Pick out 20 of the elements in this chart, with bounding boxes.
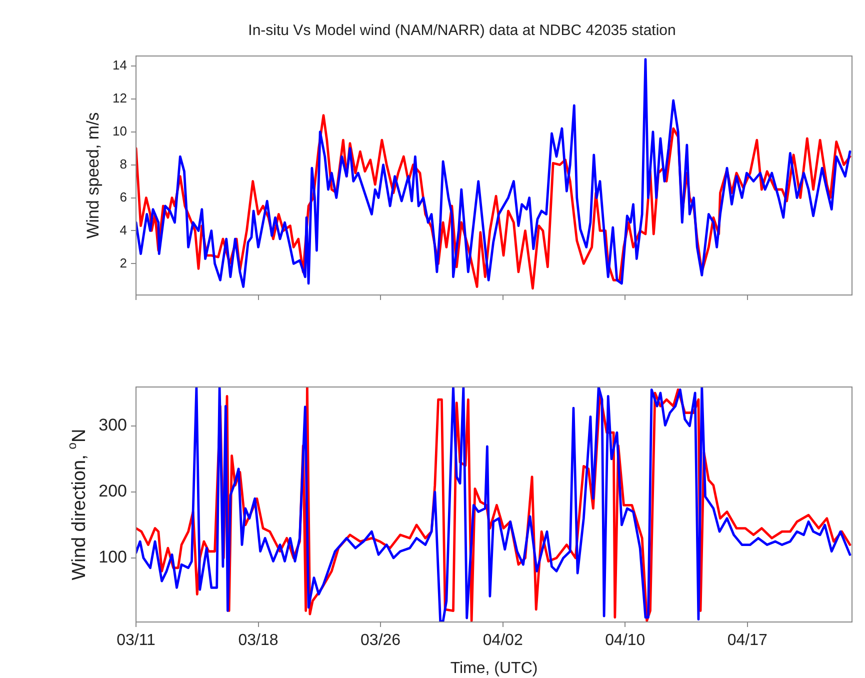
y-tick-label: 300 <box>98 416 127 435</box>
y-tick-label: 4 <box>120 222 127 238</box>
x-tick-label: 04/02 <box>482 632 523 650</box>
y-axis-title: Wind direction, oN <box>64 428 90 580</box>
x-axis-title: Time, (UTC) <box>450 660 538 677</box>
x-tick-label: 03/26 <box>360 632 401 650</box>
y-tick-label: 100 <box>98 548 127 567</box>
y-tick-label: 14 <box>112 57 127 72</box>
y-tick-label: 8 <box>120 156 127 172</box>
y-tick-label: 12 <box>112 90 127 106</box>
chart-title: In-situ Vs Model wind (NAM/NARR) data at NDBC 42035 station <box>248 22 676 40</box>
y-axis-title: Wind speed, m/s <box>84 112 103 239</box>
y-tick-label: 6 <box>120 189 127 204</box>
y-tick-label: 200 <box>98 482 127 501</box>
x-tick-label: 03/11 <box>116 632 156 650</box>
x-tick-label: 04/10 <box>605 632 646 650</box>
x-tick-label: 03/18 <box>238 632 278 650</box>
y-tick-label: 2 <box>120 255 127 270</box>
y-tick-label: 10 <box>112 123 127 138</box>
x-tick-label: 04/17 <box>727 632 768 650</box>
